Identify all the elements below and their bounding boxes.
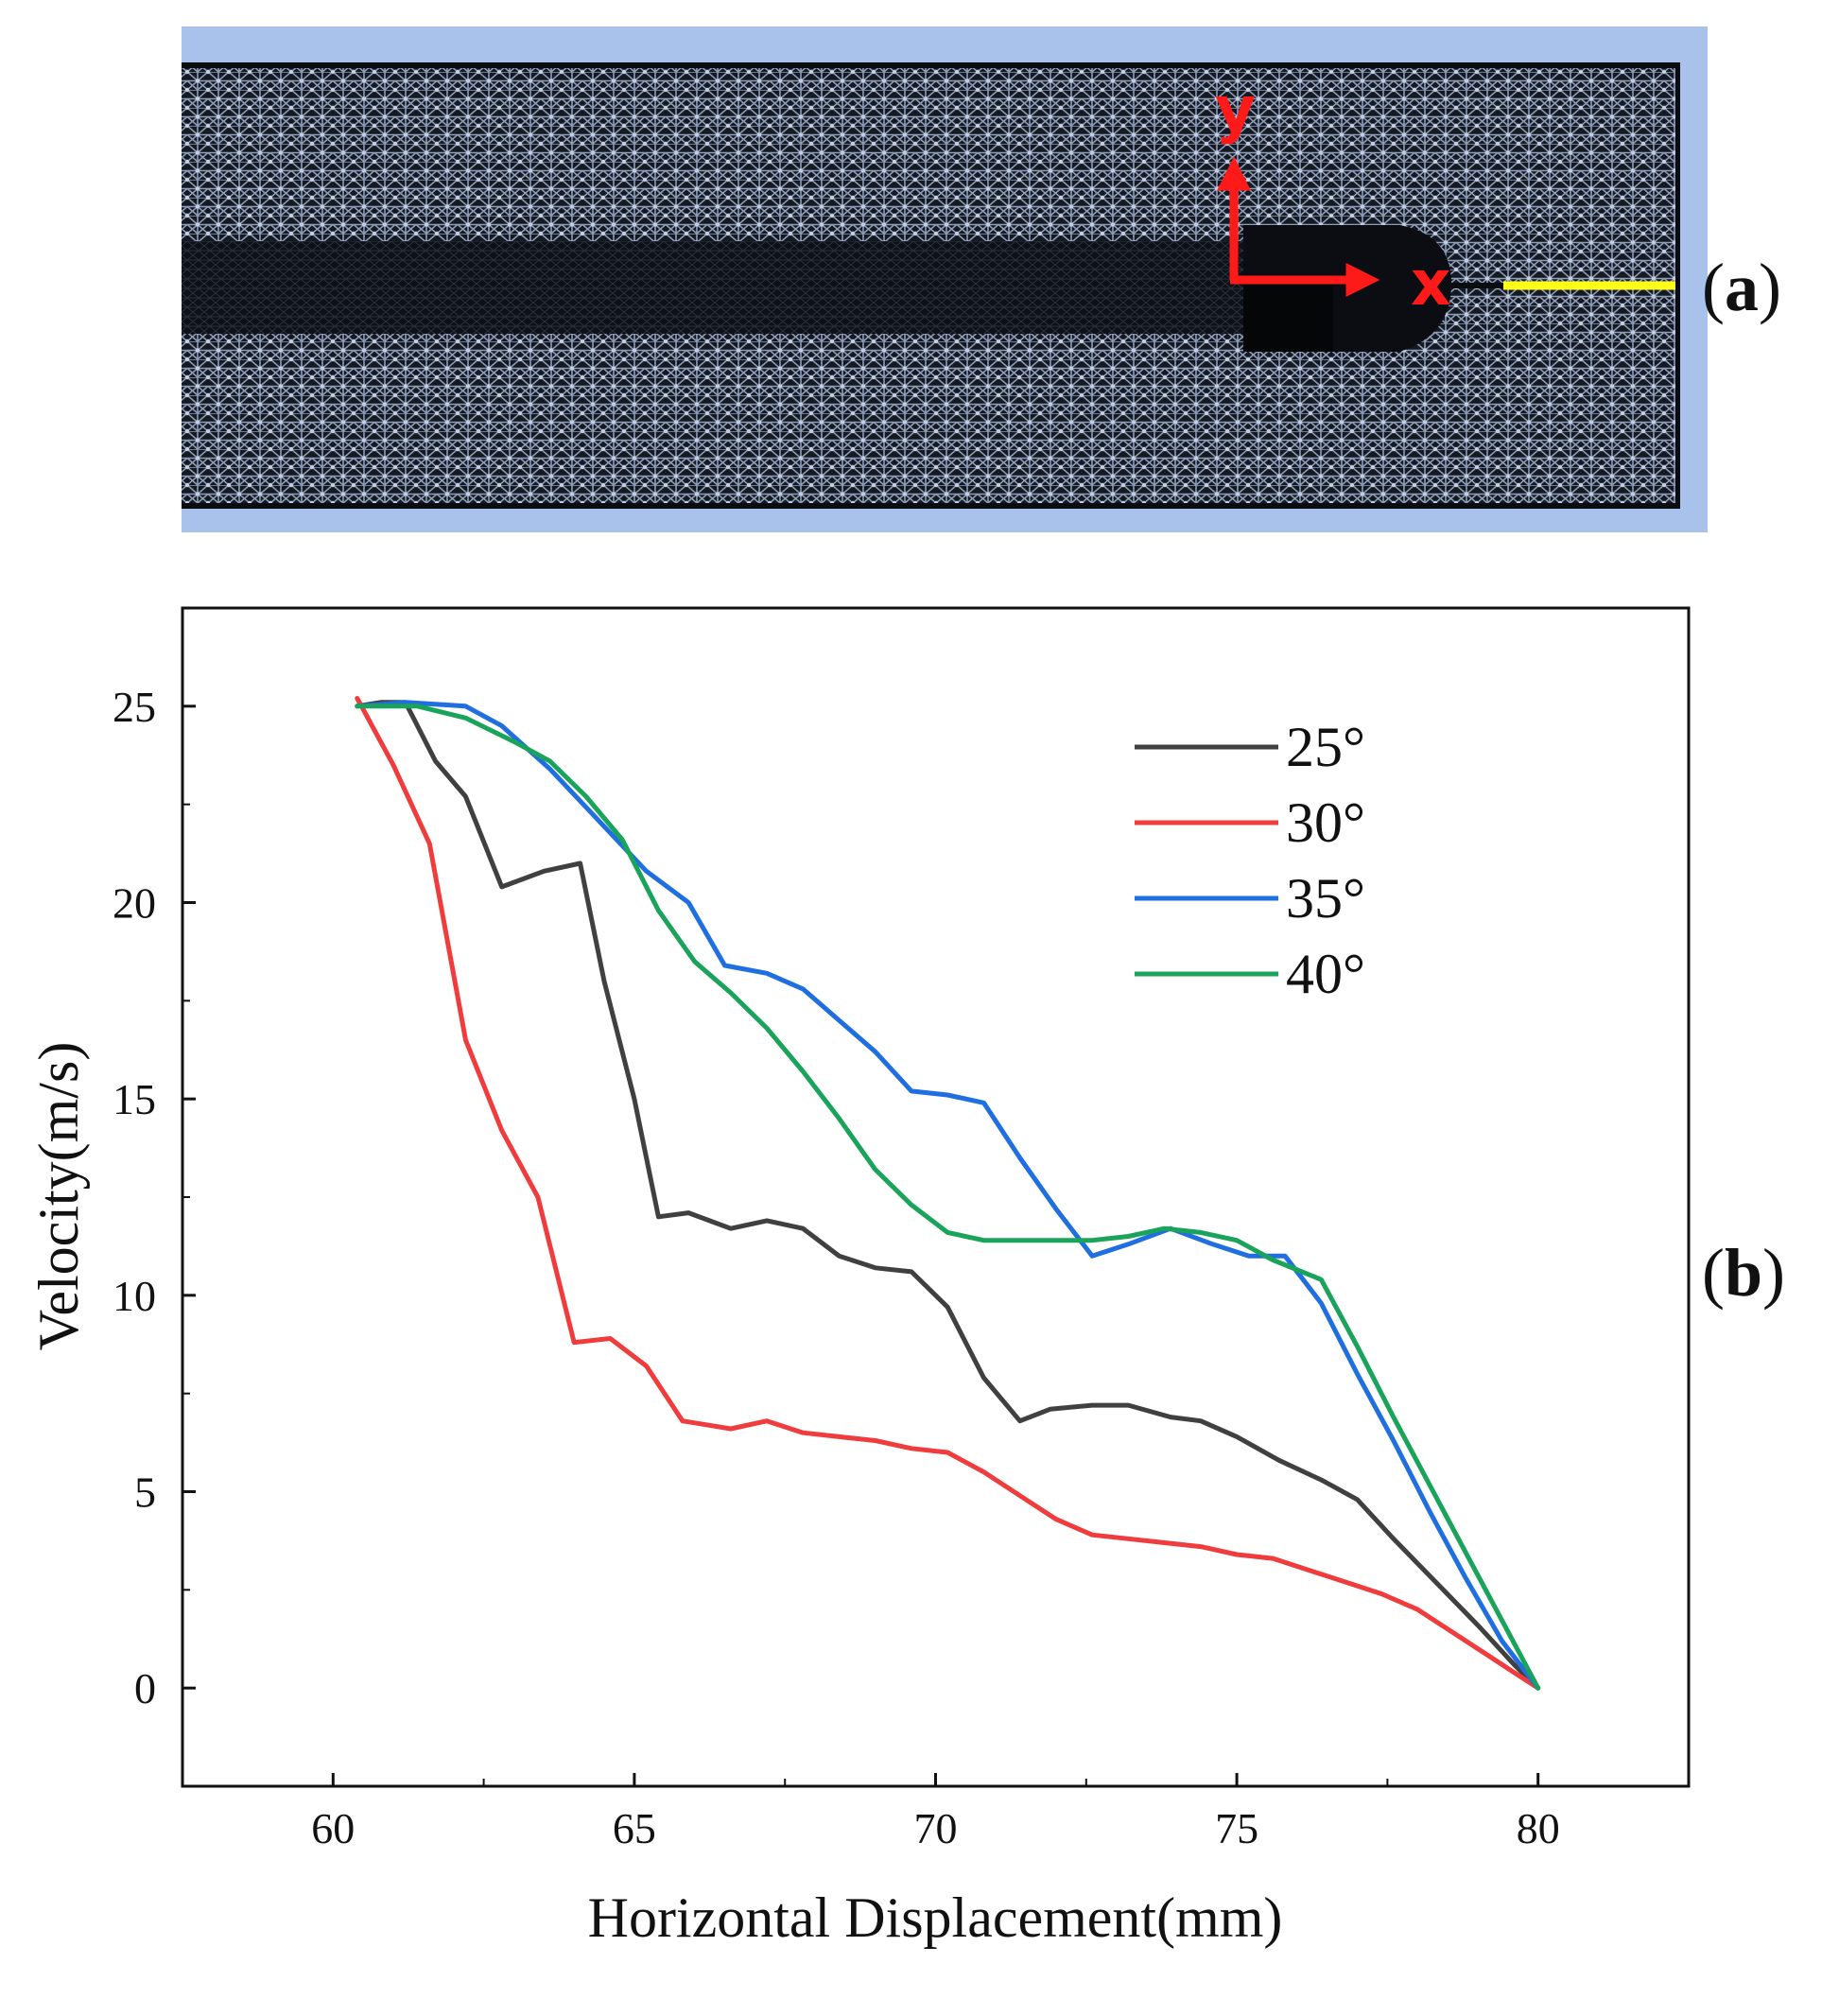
coordinate-x-label: x — [1411, 247, 1451, 320]
y-tick-label: 25 — [113, 683, 156, 731]
mesh-bottom-edge — [182, 503, 1679, 509]
x-tick-label: 70 — [914, 1804, 958, 1852]
y-axis-title: Velocity(m/s) — [27, 1042, 90, 1351]
coordinate-y-label: y — [1215, 73, 1256, 146]
panel-b: 60 65 70 75 80 0 5 10 15 20 25 25° 30° 35° 40° Horiz… — [27, 606, 1785, 1949]
panel-b-label-letter: b — [1725, 1235, 1762, 1311]
mesh-right-edge — [1675, 62, 1680, 509]
y-tick-label: 10 — [113, 1272, 156, 1320]
panel-b-label-open: ( — [1702, 1235, 1725, 1311]
y-tick-label: 20 — [113, 879, 156, 928]
y-tick-label: 5 — [134, 1469, 156, 1517]
nozzle-dark-block — [1243, 284, 1333, 352]
legend: 25° 30° 35° 40° — [1135, 716, 1365, 1005]
y-tick-label: 15 — [113, 1075, 156, 1123]
legend-label: 35° — [1286, 867, 1365, 930]
x-tick-label: 80 — [1517, 1804, 1560, 1852]
series-line-35 — [355, 700, 1541, 1691]
panel-a-label-letter: a — [1725, 250, 1759, 325]
x-axis-title: Horizontal Displacement(mm) — [588, 1886, 1283, 1949]
panel-a: y x (a) — [182, 26, 1781, 532]
x-axis-ticks: 60 65 70 75 80 — [182, 1773, 1690, 1852]
series-line-30 — [355, 696, 1541, 1691]
legend-label: 40° — [1286, 943, 1365, 1005]
panel-b-label: (b) — [1702, 1235, 1785, 1311]
legend-label: 30° — [1286, 791, 1365, 854]
y-tick-label: 0 — [134, 1664, 156, 1712]
y-axis-ticks: 0 5 10 15 20 25 — [113, 607, 196, 1787]
panel-b-label-close: ) — [1762, 1235, 1785, 1311]
panel-a-label-close: ) — [1759, 250, 1781, 325]
series-layer — [355, 696, 1541, 1691]
x-tick-label: 60 — [311, 1804, 355, 1852]
x-tick-label: 65 — [613, 1804, 656, 1852]
jet-core-mesh — [182, 241, 1250, 334]
series-line-25 — [355, 700, 1541, 1691]
panel-a-label: (a) — [1702, 250, 1781, 325]
x-tick-label: 75 — [1215, 1804, 1258, 1852]
panel-a-label-open: ( — [1702, 250, 1725, 325]
legend-label: 25° — [1286, 716, 1365, 778]
series-line-40 — [355, 704, 1541, 1691]
mesh-top-edge — [182, 62, 1679, 68]
